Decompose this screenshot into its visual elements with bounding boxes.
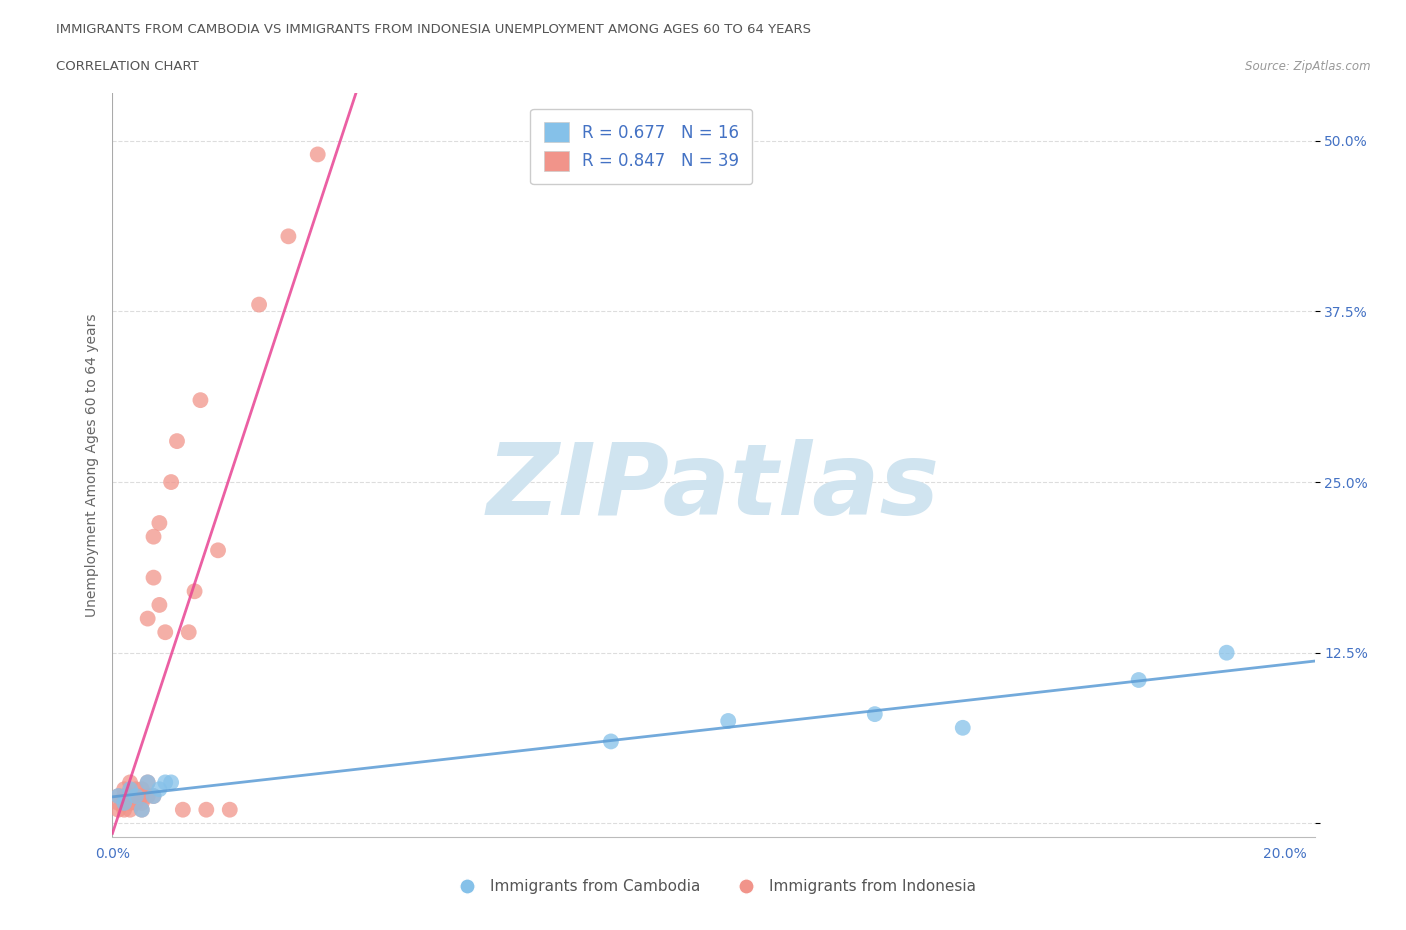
Point [125,789,148,804]
Point [148,782,170,797]
Point [600,734,623,749]
Point [131,782,153,797]
Point [155,775,177,790]
Point [195,803,218,817]
Point [125,782,148,797]
Point [177,625,200,640]
Point [107,789,129,804]
Point [190,392,212,407]
Point [183,584,205,599]
Point [136,611,159,626]
Point [107,789,129,804]
Point [863,707,886,722]
Point [717,713,740,728]
Point [112,789,135,804]
Point [172,803,194,817]
Point [120,782,142,797]
Point [155,625,177,640]
Point [112,782,135,797]
Point [120,789,142,804]
Point [1128,672,1150,687]
Point [148,515,170,530]
Point [166,433,188,448]
Point [107,803,129,817]
Point [247,298,270,312]
Text: IMMIGRANTS FROM CAMBODIA VS IMMIGRANTS FROM INDONESIA UNEMPLOYMENT AMONG AGES 60: IMMIGRANTS FROM CAMBODIA VS IMMIGRANTS F… [56,23,811,36]
Point [120,775,142,790]
Point [131,803,153,817]
Text: CORRELATION CHART: CORRELATION CHART [56,60,200,73]
Point [952,721,974,736]
Text: ZIPatlas: ZIPatlas [486,439,941,536]
Point [142,789,165,804]
Point [136,775,159,790]
Point [160,474,183,489]
Point [1215,645,1237,660]
Point [131,789,153,804]
Point [112,803,135,817]
Text: Source: ZipAtlas.com: Source: ZipAtlas.com [1246,60,1371,73]
Point [107,795,129,810]
Point [120,795,142,810]
Point [142,529,165,544]
Point [207,543,229,558]
Point [307,147,329,162]
Legend: Immigrants from Cambodia, Immigrants from Indonesia: Immigrants from Cambodia, Immigrants fro… [446,873,981,900]
Point [112,795,135,810]
Point [142,570,165,585]
Point [131,795,153,810]
Point [142,789,165,804]
Point [125,795,148,810]
Point [120,803,142,817]
Point [125,789,148,804]
Point [148,597,170,612]
Y-axis label: Unemployment Among Ages 60 to 64 years: Unemployment Among Ages 60 to 64 years [84,313,98,617]
Point [218,803,240,817]
Point [131,803,153,817]
Point [160,775,183,790]
Point [136,775,159,790]
Point [136,789,159,804]
Point [277,229,299,244]
Point [112,795,135,810]
